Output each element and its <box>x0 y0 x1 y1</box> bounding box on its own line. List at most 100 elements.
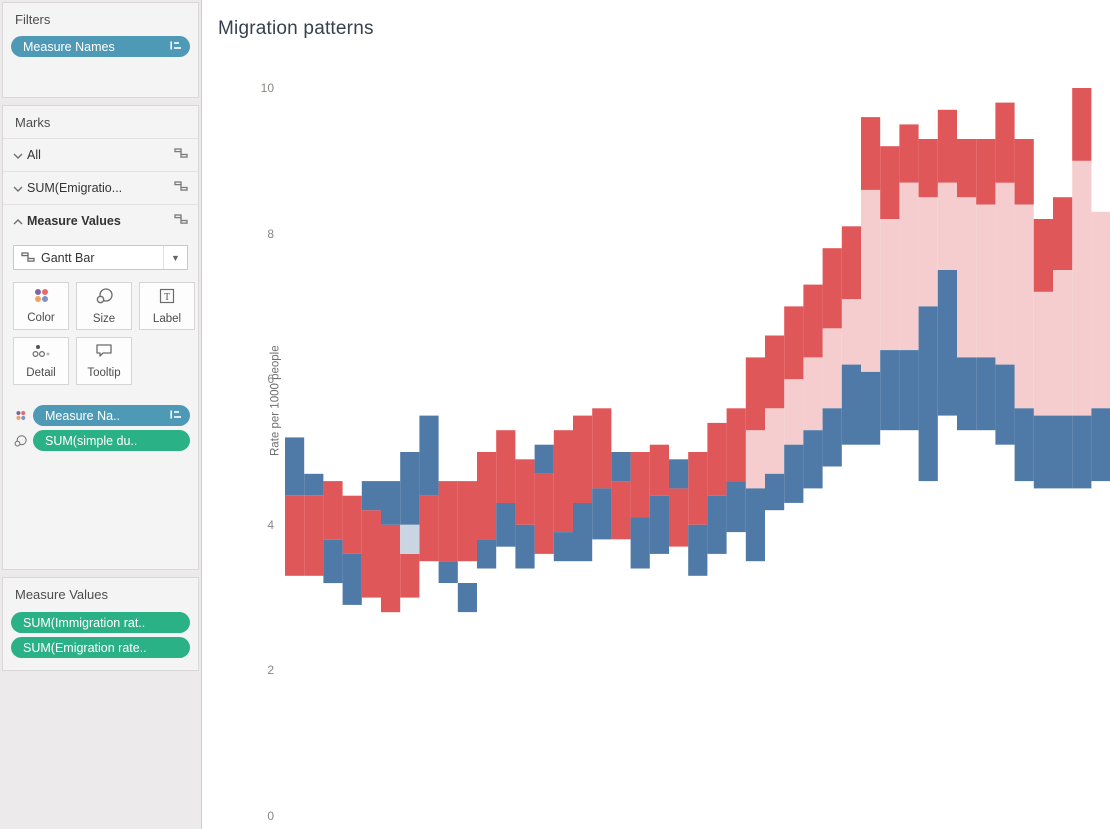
gantt-bar-red[interactable] <box>534 473 554 554</box>
gantt-bar-red[interactable] <box>803 284 823 358</box>
gantt-bar-pink[interactable] <box>995 182 1015 365</box>
gantt-bar-blue[interactable] <box>515 524 535 569</box>
gantt-bar-blue[interactable] <box>611 452 631 482</box>
gantt-bar-pink[interactable] <box>957 197 977 358</box>
gantt-bar-blue[interactable] <box>1033 415 1053 489</box>
gantt-bar-blue[interactable] <box>323 539 343 584</box>
gantt-bar-blue[interactable] <box>1091 408 1110 482</box>
gantt-bar-gray[interactable] <box>400 524 420 554</box>
gantt-bar-pink[interactable] <box>803 357 823 431</box>
gantt-bar-red[interactable] <box>342 495 362 554</box>
gantt-bar-pink[interactable] <box>976 204 996 358</box>
gantt-bar-red[interactable] <box>745 357 765 431</box>
chevron-down-icon[interactable] <box>13 148 27 162</box>
gantt-bar-pink[interactable] <box>784 379 804 445</box>
gantt-bar-red[interactable] <box>304 495 324 576</box>
gantt-bar-blue[interactable] <box>342 553 362 605</box>
size-pill-simple-duration[interactable]: SUM(simple du.. <box>33 430 190 451</box>
gantt-bar-blue[interactable] <box>937 270 957 416</box>
gantt-bar-blue[interactable] <box>861 371 881 445</box>
detail-button[interactable]: Detail <box>13 337 69 385</box>
color-button[interactable]: Color <box>13 282 69 330</box>
gantt-bar-red[interactable] <box>765 335 785 409</box>
gantt-bar-red[interactable] <box>477 452 497 540</box>
gantt-bar-blue[interactable] <box>573 503 593 562</box>
gantt-bar-blue[interactable] <box>784 444 804 503</box>
gantt-bar-red[interactable] <box>1072 88 1092 161</box>
gantt-bar-blue[interactable] <box>400 452 420 525</box>
gantt-bar-pink[interactable] <box>861 189 881 372</box>
gantt-bar-red[interactable] <box>1014 139 1034 205</box>
gantt-bar-red[interactable] <box>861 117 881 190</box>
marks-layer-sum-emigration[interactable]: SUM(Emigratio... <box>3 171 198 204</box>
gantt-bar-blue[interactable] <box>1053 415 1073 489</box>
gantt-bar-blue[interactable] <box>553 532 573 562</box>
marks-layer-all[interactable]: All <box>3 138 198 171</box>
gantt-bar-red[interactable] <box>381 524 401 613</box>
gantt-bar-blue[interactable] <box>918 306 938 482</box>
gantt-bar-blue[interactable] <box>630 517 650 569</box>
gantt-bar-pink[interactable] <box>1072 160 1092 416</box>
gantt-bar-blue[interactable] <box>285 437 305 496</box>
label-button[interactable]: T Label <box>139 282 195 330</box>
gantt-bar-blue[interactable] <box>803 430 823 489</box>
gantt-bar-blue[interactable] <box>707 495 727 554</box>
gantt-bar-red[interactable] <box>457 481 477 562</box>
gantt-bar-red[interactable] <box>592 408 612 489</box>
tooltip-button[interactable]: Tooltip <box>76 337 132 385</box>
gantt-bar-pink[interactable] <box>822 328 842 409</box>
gantt-bar-blue[interactable] <box>1072 415 1092 489</box>
gantt-bar-red[interactable] <box>688 452 708 525</box>
size-icon[interactable] <box>9 434 31 447</box>
gantt-bar-blue[interactable] <box>361 481 381 511</box>
gantt-bar-red[interactable] <box>400 553 420 598</box>
gantt-bar-blue[interactable] <box>457 583 477 613</box>
gantt-bar-red[interactable] <box>822 248 842 329</box>
measure-values-pill-immigration[interactable]: SUM(Immigration rat.. <box>11 612 190 633</box>
gantt-bar-red[interactable] <box>553 430 573 533</box>
gantt-bar-blue[interactable] <box>995 364 1015 445</box>
gantt-bar-blue[interactable] <box>477 539 497 569</box>
gantt-bar-blue[interactable] <box>669 459 689 489</box>
gantt-bar-pink[interactable] <box>765 408 785 474</box>
gantt-bar-red[interactable] <box>323 481 343 540</box>
gantt-bar-blue[interactable] <box>688 524 708 576</box>
gantt-bar-red[interactable] <box>1053 197 1073 270</box>
gantt-bar-pink[interactable] <box>841 299 861 365</box>
gantt-bar-red[interactable] <box>611 481 631 540</box>
mark-type-dropdown[interactable]: Gantt Bar ▼ <box>13 245 188 270</box>
color-pill-measure-names[interactable]: Measure Na.. <box>33 405 190 426</box>
gantt-bar-red[interactable] <box>573 415 593 503</box>
gantt-bar-red[interactable] <box>880 146 900 219</box>
gantt-bar-red[interactable] <box>918 139 938 198</box>
gantt-bar-red[interactable] <box>726 408 746 482</box>
gantt-bar-red[interactable] <box>707 422 727 496</box>
gantt-chart-plot[interactable] <box>202 0 1110 829</box>
gantt-bar-pink[interactable] <box>1053 270 1073 416</box>
gantt-bar-red[interactable] <box>1033 219 1053 292</box>
gantt-bar-blue[interactable] <box>899 350 919 431</box>
chevron-up-icon[interactable] <box>13 214 27 228</box>
gantt-bar-pink[interactable] <box>899 182 919 350</box>
gantt-bar-red[interactable] <box>630 452 650 518</box>
gantt-bar-red[interactable] <box>515 459 535 525</box>
gantt-bar-red[interactable] <box>957 139 977 198</box>
gantt-bar-blue[interactable] <box>592 488 612 540</box>
gantt-bar-red[interactable] <box>669 488 689 547</box>
chevron-down-icon[interactable]: ▼ <box>163 246 187 269</box>
gantt-bar-blue[interactable] <box>438 561 458 583</box>
gantt-bar-blue[interactable] <box>419 415 439 496</box>
gantt-bar-blue[interactable] <box>381 481 401 525</box>
gantt-bar-red[interactable] <box>285 495 305 576</box>
gantt-bar-blue[interactable] <box>726 481 746 533</box>
gantt-bar-blue[interactable] <box>957 357 977 431</box>
gantt-bar-red[interactable] <box>937 109 957 183</box>
gantt-bar-red[interactable] <box>841 226 861 300</box>
chevron-down-icon[interactable] <box>13 181 27 195</box>
gantt-bar-red[interactable] <box>361 510 381 598</box>
gantt-bar-blue[interactable] <box>649 495 669 554</box>
gantt-bar-blue[interactable] <box>496 503 516 547</box>
gantt-bar-pink[interactable] <box>1014 204 1034 409</box>
gantt-bar-red[interactable] <box>438 481 458 562</box>
marks-layer-measure-values[interactable]: Measure Values <box>3 204 198 237</box>
